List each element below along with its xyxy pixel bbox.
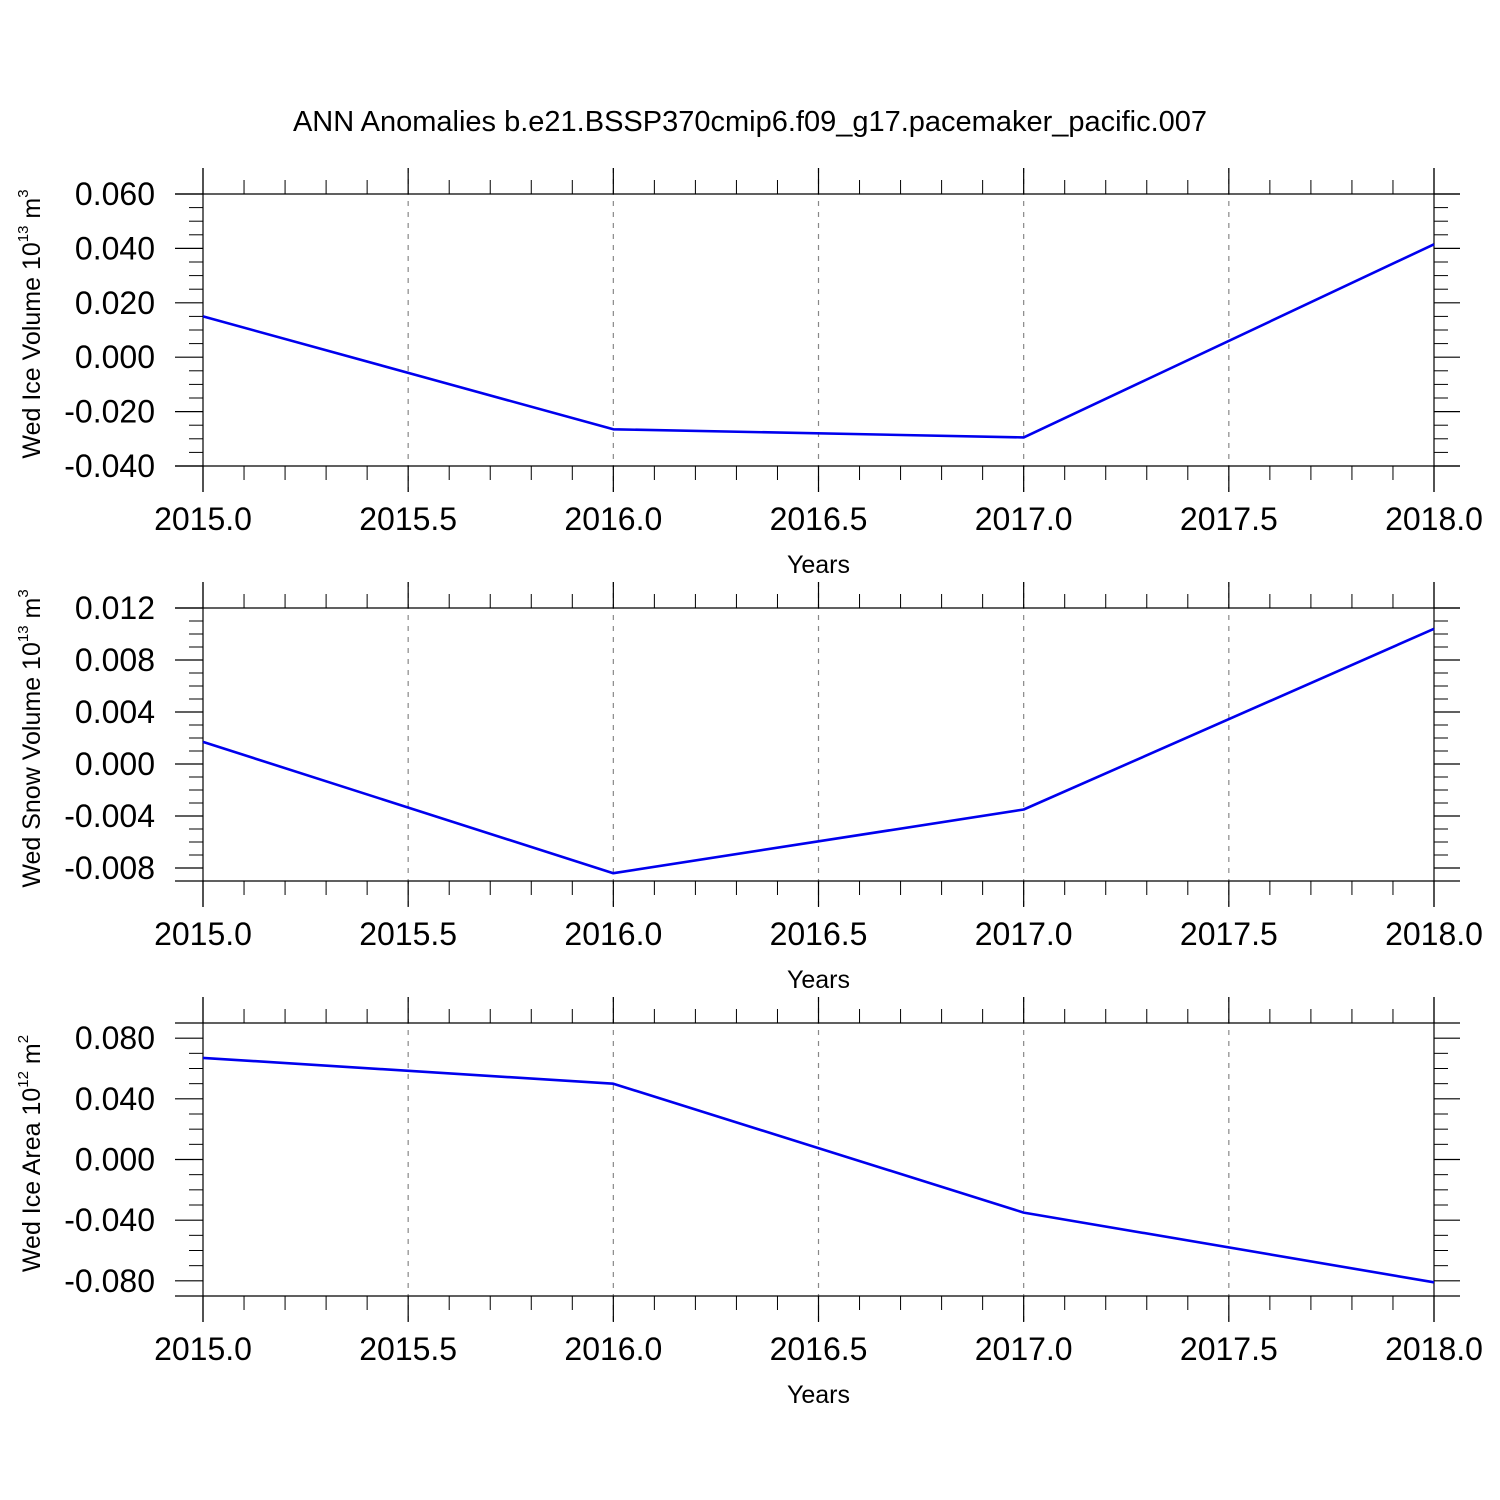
panel-1: -0.040 -0.020 0.000 0.020 0.040 0.060 2015.0 20… — [15, 168, 1483, 579]
y-tick-label: 0.012 — [75, 590, 155, 626]
x-tick-label: 2015.5 — [359, 916, 457, 952]
y-axis-label: Wed Ice Volume 1013 m3 — [15, 189, 46, 458]
x-tick-label: 2017.0 — [975, 916, 1073, 952]
y-tick-label: 0.060 — [75, 176, 155, 212]
y-axis-label-unit-exponent: 2 — [15, 1035, 32, 1043]
y-axis-label-text: Wed Ice Area 10 — [18, 1088, 46, 1272]
x-tick-label: 2016.0 — [564, 1331, 662, 1367]
x-tick-label: 2015.0 — [154, 501, 252, 537]
x-tick-label: 2016.0 — [564, 501, 662, 537]
x-tick-label: 2017.5 — [1180, 1331, 1278, 1367]
y-tick-label: 0.004 — [75, 694, 155, 730]
figure-title: ANN Anomalies b.e21.BSSP370cmip6.f09_g17… — [293, 106, 1207, 138]
y-tick-label: 0.000 — [75, 339, 155, 375]
x-tick-label: 2018.0 — [1385, 1331, 1483, 1367]
x-tick-label: 2018.0 — [1385, 501, 1483, 537]
x-tick-label: 2017.5 — [1180, 501, 1278, 537]
x-tick-label: 2015.5 — [359, 501, 457, 537]
y-tick-label: 0.040 — [75, 1081, 155, 1117]
x-axis-label: Years — [787, 1381, 850, 1409]
y-axis-label-text: Wed Snow Volume 10 — [18, 642, 46, 888]
series-line — [202, 1056, 1435, 1284]
y-tick-label: -0.004 — [64, 798, 155, 834]
y-axis-label-exponent: 13 — [15, 625, 32, 642]
x-axis-label: Years — [787, 966, 850, 994]
x-tick-label: 2016.5 — [770, 1331, 868, 1367]
y-tick-label: -0.020 — [64, 394, 155, 430]
x-tick-label: 2015.5 — [359, 1331, 457, 1367]
series-line — [202, 627, 1435, 875]
y-tick-label: 0.008 — [75, 642, 155, 678]
y-axis-label: Wed Ice Area 1012 m2 — [15, 1035, 46, 1272]
x-tick-label: 2016.0 — [564, 916, 662, 952]
panel-3: -0.080 -0.040 0.000 0.040 0.080 2015.0 2015.5 2… — [15, 997, 1483, 1409]
series-line — [202, 243, 1435, 439]
y-axis-label: Wed Snow Volume 1013 m3 — [15, 589, 46, 887]
y-tick-label: -0.008 — [64, 850, 155, 886]
y-tick-label: -0.080 — [64, 1263, 155, 1299]
y-tick-label: 0.000 — [75, 1142, 155, 1178]
x-tick-label: 2018.0 — [1385, 916, 1483, 952]
y-axis-label-unit: m — [18, 598, 46, 626]
x-tick-label: 2017.5 — [1180, 916, 1278, 952]
y-tick-label: 0.040 — [75, 230, 155, 266]
x-tick-label: 2016.5 — [770, 916, 868, 952]
x-tick-label: 2016.5 — [770, 501, 868, 537]
y-tick-label: -0.040 — [64, 1202, 155, 1238]
y-tick-label: 0.000 — [75, 746, 155, 782]
y-tick-label: 0.020 — [75, 285, 155, 321]
y-axis-label-exponent: 13 — [15, 226, 32, 243]
y-axis-label-unit-exponent: 3 — [15, 589, 32, 597]
y-axis-label-exponent: 12 — [15, 1071, 32, 1088]
x-tick-label: 2015.0 — [154, 1331, 252, 1367]
x-axis-label: Years — [787, 551, 850, 579]
x-tick-label: 2015.0 — [154, 916, 252, 952]
panel-2: -0.008 -0.004 0.000 0.004 0.008 0.012 2015.0 20… — [15, 582, 1483, 994]
y-tick-label: 0.080 — [75, 1020, 155, 1056]
y-axis-label-unit-exponent: 3 — [15, 189, 32, 197]
y-axis-label-unit: m — [18, 1043, 46, 1071]
y-axis-label-text: Wed Ice Volume 10 — [18, 242, 46, 458]
y-axis-label-unit: m — [18, 198, 46, 226]
y-tick-label: -0.040 — [64, 448, 155, 484]
x-tick-label: 2017.0 — [975, 1331, 1073, 1367]
x-tick-label: 2017.0 — [975, 501, 1073, 537]
